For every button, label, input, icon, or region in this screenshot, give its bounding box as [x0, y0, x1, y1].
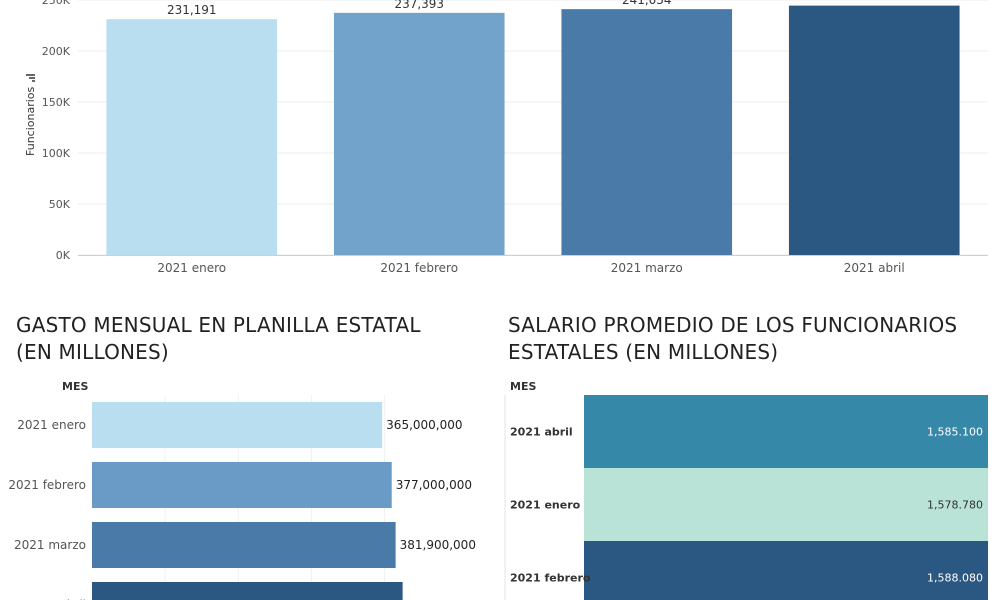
- x-tick-label: 2021 abril: [844, 261, 905, 275]
- y-tick-label: 200K: [42, 45, 71, 58]
- y-tick-label: 150K: [42, 96, 71, 109]
- heatmap-cell: [584, 395, 988, 468]
- sort-descending-icon[interactable]: [25, 73, 35, 83]
- row-label: 2021 abril: [510, 426, 573, 439]
- bar: [92, 522, 396, 568]
- y-tick-label: 100K: [42, 147, 71, 160]
- cell-value: 1,578.780: [927, 499, 983, 512]
- category-label: 2021 febrero: [8, 478, 86, 492]
- funcionarios-bar-chart: 0K 50K 100K 150K 200K 250K 231,191 2021 enero 23…: [42, 0, 988, 275]
- x-tick-label: 2021 febrero: [380, 261, 458, 275]
- data-label: 237,393: [394, 0, 444, 11]
- salario-heatmap: 2021 abril 1,585.100 2021 enero 1,578.780 20…: [504, 395, 988, 600]
- category-label: 2021 abril: [25, 598, 86, 600]
- bar: [106, 19, 278, 255]
- x-tick-label: 2021 enero: [157, 261, 226, 275]
- data-label: 381,900,000: [400, 538, 476, 552]
- x-tick-label: 2021 marzo: [611, 261, 683, 275]
- gasto-title: GASTO MENSUAL EN PLANILLA ESTATAL (EN MI…: [16, 313, 421, 364]
- y-tick-label: 250K: [42, 0, 71, 7]
- heatmap-cell: [584, 541, 988, 600]
- funcionarios-chart-panel: Funcionarios 0K 50K 100K 150K 200K 250K 231,19…: [0, 0, 1000, 285]
- bar: [92, 582, 403, 600]
- category-label: 2021 enero: [17, 418, 86, 432]
- y-tick-label: 0K: [56, 249, 71, 262]
- bar: [788, 5, 960, 255]
- bar: [333, 12, 505, 255]
- data-label: 241,034: [622, 0, 672, 7]
- data-label: 377,000,000: [396, 478, 472, 492]
- heatmap-cell: [584, 468, 988, 541]
- bar: [92, 462, 392, 508]
- row-label: 2021 febrero: [510, 572, 591, 585]
- gasto-bar-chart: 2021 enero 365,000,000 2021 febrero 377,000…: [8, 395, 483, 600]
- category-label: 2021 marzo: [14, 538, 86, 552]
- cell-value: 1,585.100: [927, 426, 983, 439]
- salario-title: SALARIO PROMEDIO DE LOS FUNCIONARIOS EST…: [508, 313, 958, 364]
- y-tick-label: 50K: [49, 198, 71, 211]
- row-label: 2021 enero: [510, 499, 581, 512]
- data-label: 390,700,000: [407, 598, 483, 600]
- bar: [561, 9, 733, 255]
- bar: [92, 402, 383, 448]
- data-label: 231,191: [167, 3, 217, 17]
- cell-value: 1,588.080: [927, 572, 983, 585]
- data-label: 365,000,000: [386, 418, 462, 432]
- y-axis-title: Funcionarios: [7, 62, 51, 156]
- salario-column-header: MES: [510, 380, 537, 393]
- gasto-column-header: MES: [62, 380, 89, 393]
